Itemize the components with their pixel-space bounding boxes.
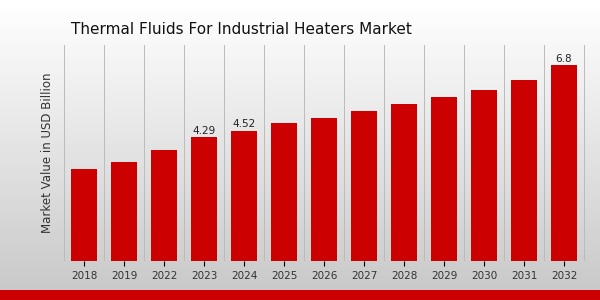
Text: Thermal Fluids For Industrial Heaters Market: Thermal Fluids For Industrial Heaters Ma… xyxy=(71,22,412,37)
Text: 4.52: 4.52 xyxy=(232,119,256,129)
Text: 4.29: 4.29 xyxy=(193,126,215,136)
Bar xyxy=(511,80,537,261)
Bar xyxy=(191,137,217,261)
Bar xyxy=(551,65,577,261)
Bar xyxy=(351,111,377,261)
Text: 6.8: 6.8 xyxy=(556,54,572,64)
Bar xyxy=(271,123,297,261)
Bar xyxy=(311,118,337,261)
Bar xyxy=(471,90,497,261)
Bar xyxy=(151,150,177,261)
Bar xyxy=(231,131,257,261)
Bar xyxy=(431,97,457,261)
Bar xyxy=(111,162,137,261)
Bar xyxy=(71,169,97,261)
Y-axis label: Market Value in USD Billion: Market Value in USD Billion xyxy=(41,73,55,233)
Bar xyxy=(391,104,417,261)
